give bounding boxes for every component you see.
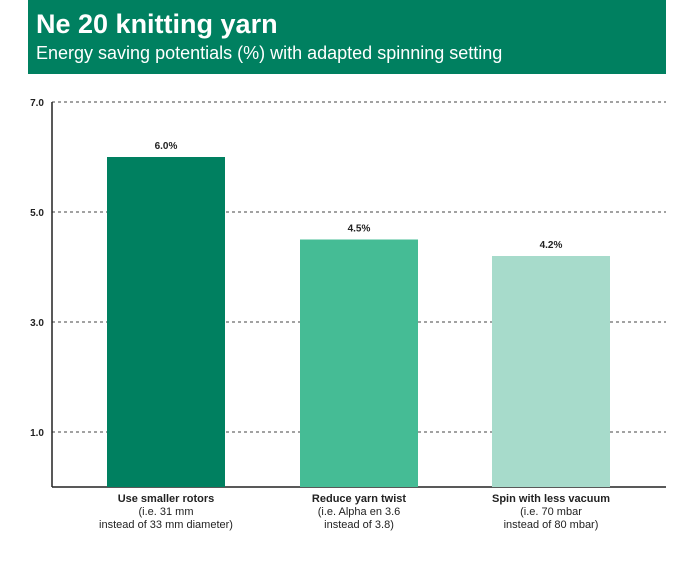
chart-title: Ne 20 knitting yarn xyxy=(36,9,278,39)
category-description: instead of 33 mm diameter) xyxy=(99,519,233,531)
x-category-label: Reduce yarn twist (i.e. Alpha en 3.6 inste… xyxy=(264,493,454,532)
category-description: (i.e. Alpha en 3.6 xyxy=(317,506,401,518)
x-category-label: Use smaller rotors (i.e. 31 mm instead of … xyxy=(71,493,261,532)
category-name: Spin with less vacuum xyxy=(492,493,610,505)
y-tick-label: 5.0 xyxy=(30,208,44,219)
category-description: instead of 3.8) xyxy=(324,519,394,531)
chart-header: Ne 20 knitting yarn Energy saving potent… xyxy=(28,0,666,74)
y-tick-label: 1.0 xyxy=(30,428,44,439)
bar xyxy=(107,157,225,487)
bar xyxy=(300,239,418,487)
category-description: (i.e. 70 mbar xyxy=(520,506,582,518)
data-label: 4.5% xyxy=(348,224,371,235)
chart-subtitle: Energy saving potentials (%) with adapte… xyxy=(36,43,503,63)
bar xyxy=(492,256,610,487)
data-label: 4.2% xyxy=(540,240,563,251)
category-name: Use smaller rotors xyxy=(117,493,215,505)
y-tick-label: 7.0 xyxy=(30,98,44,109)
y-tick-label: 3.0 xyxy=(30,318,44,329)
category-description: (i.e. 31 mm xyxy=(138,506,194,518)
category-description: instead of 80 mbar) xyxy=(503,519,599,531)
category-name: Reduce yarn twist xyxy=(311,493,407,505)
data-label: 6.0% xyxy=(155,141,178,152)
x-category-label: Spin with less vacuum (i.e. 70 mbar instea… xyxy=(456,493,646,532)
